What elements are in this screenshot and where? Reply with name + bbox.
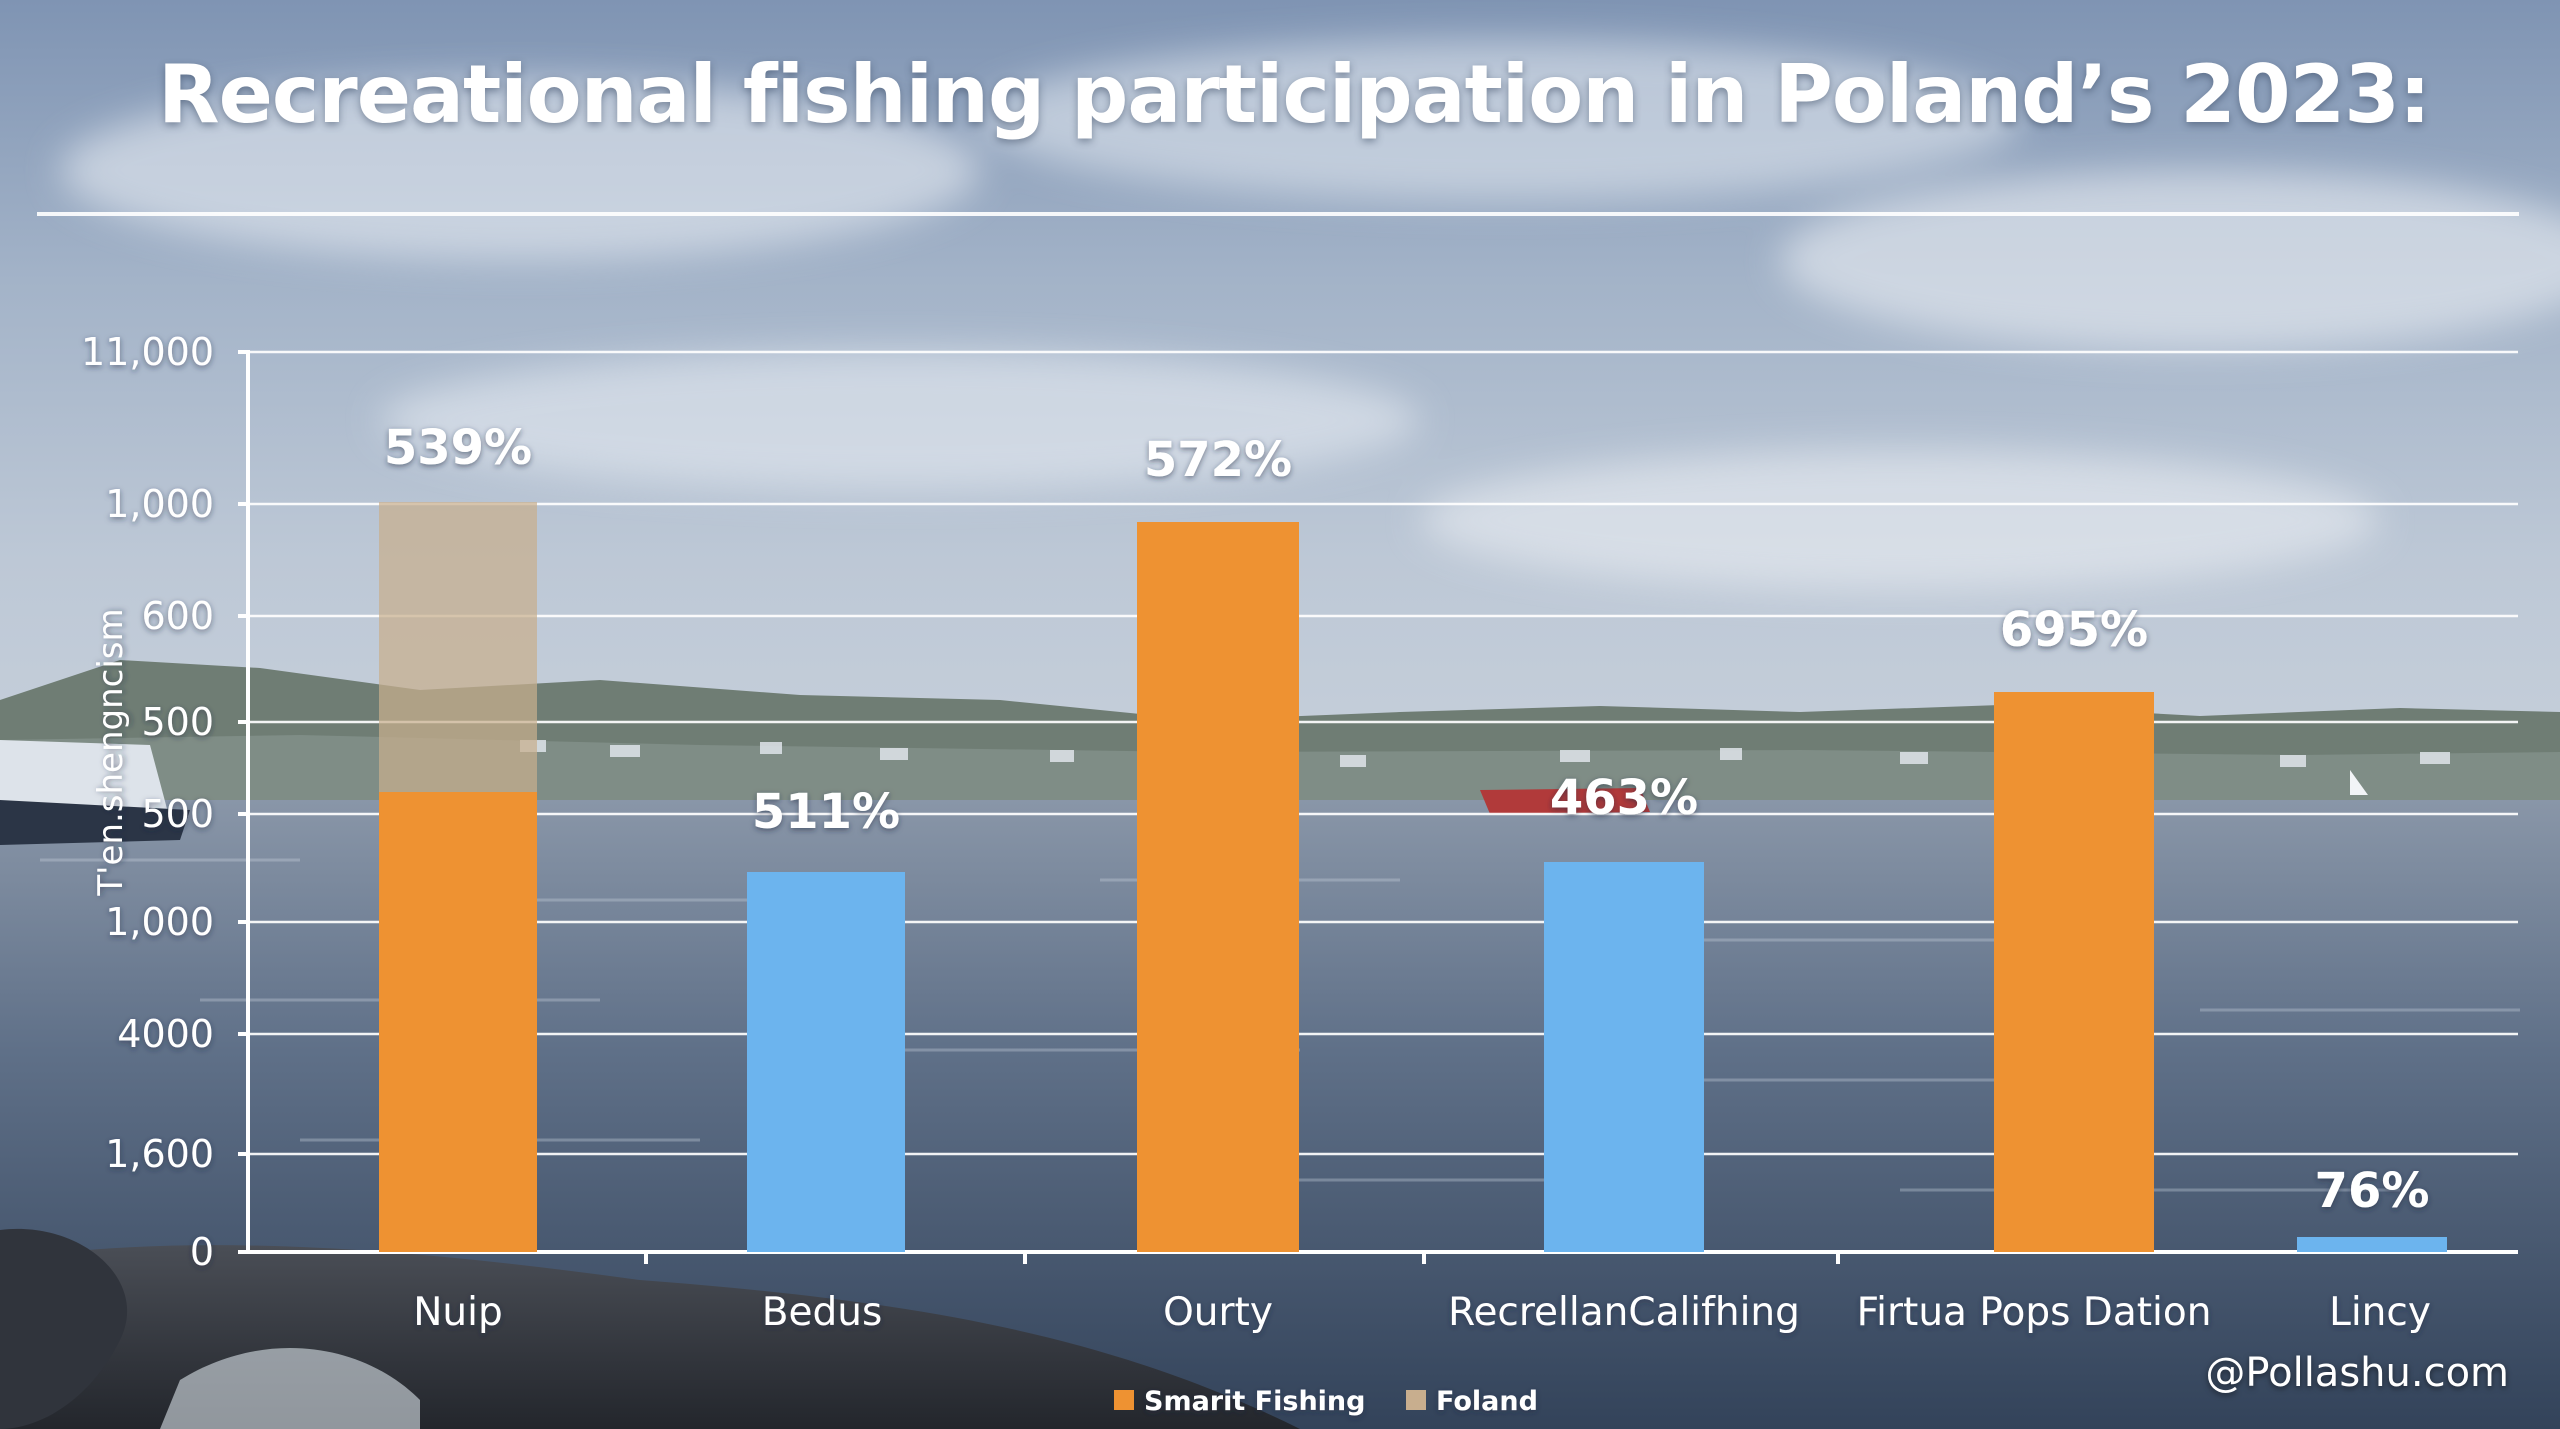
bar-nuip bbox=[379, 792, 537, 1252]
legend-swatch bbox=[1114, 1390, 1134, 1410]
data-label: 511% bbox=[752, 784, 900, 840]
legend-entry: Smarit Fishing bbox=[1144, 1386, 1365, 1417]
legend-entry: Foland bbox=[1436, 1386, 1538, 1417]
page-title: Recreational fishing participation in Po… bbox=[158, 48, 2431, 141]
bar-bedus bbox=[747, 872, 905, 1252]
bar-recrellancalifhing bbox=[1544, 862, 1704, 1252]
x-category-label: Lincy bbox=[2329, 1290, 2431, 1335]
title-divider bbox=[37, 212, 2519, 216]
legend-swatch bbox=[1406, 1390, 1426, 1410]
data-label: 463% bbox=[1550, 770, 1698, 826]
x-category-label: RecrellanCalifhing bbox=[1448, 1290, 1800, 1335]
data-label: 695% bbox=[2000, 602, 2148, 658]
y-tick-label: 1,000 bbox=[105, 482, 214, 526]
data-labels: 539% 511% 572% 463% 695% 76% bbox=[384, 420, 2430, 1219]
x-category-label: Firtua Pops Dation bbox=[1857, 1290, 2212, 1335]
x-category-label: Bedus bbox=[762, 1290, 883, 1335]
y-axis-label: T'en.shengncism bbox=[91, 608, 131, 896]
bar-chart: 0 1,600 4000 1,000 500 500 600 1,000 11,000 Nuip… bbox=[81, 330, 2518, 1417]
y-tick-label: 500 bbox=[141, 700, 214, 744]
data-label: 76% bbox=[2315, 1163, 2430, 1219]
x-category-label: Nuip bbox=[413, 1290, 502, 1335]
y-tick-label: 500 bbox=[141, 792, 214, 836]
bar-stack-foland bbox=[379, 502, 537, 792]
x-category-labels: Nuip Bedus Ourty RecrellanCalifhing Firtua P… bbox=[413, 1290, 2431, 1335]
x-category-label: Ourty bbox=[1163, 1290, 1273, 1335]
y-tick-label: 600 bbox=[141, 594, 214, 638]
bars bbox=[379, 502, 2447, 1252]
y-tick-label: 0 bbox=[190, 1230, 214, 1274]
watermark: @Pollashu.com bbox=[2205, 1350, 2509, 1396]
data-label: 572% bbox=[1144, 432, 1292, 488]
data-label: 539% bbox=[384, 420, 532, 476]
legend: Smarit Fishing Foland bbox=[1114, 1386, 1538, 1417]
y-tick-label: 11,000 bbox=[81, 330, 214, 374]
bar-firtua-pops-dation bbox=[1994, 692, 2154, 1252]
y-tick-label: 4000 bbox=[117, 1012, 214, 1056]
bar-ourty bbox=[1137, 522, 1299, 1252]
y-tick-label: 1,600 bbox=[105, 1132, 214, 1176]
y-tick-label: 1,000 bbox=[105, 900, 214, 944]
y-tick-labels: 0 1,600 4000 1,000 500 500 600 1,000 11,000 bbox=[81, 330, 214, 1274]
bar-lincy bbox=[2297, 1237, 2447, 1252]
